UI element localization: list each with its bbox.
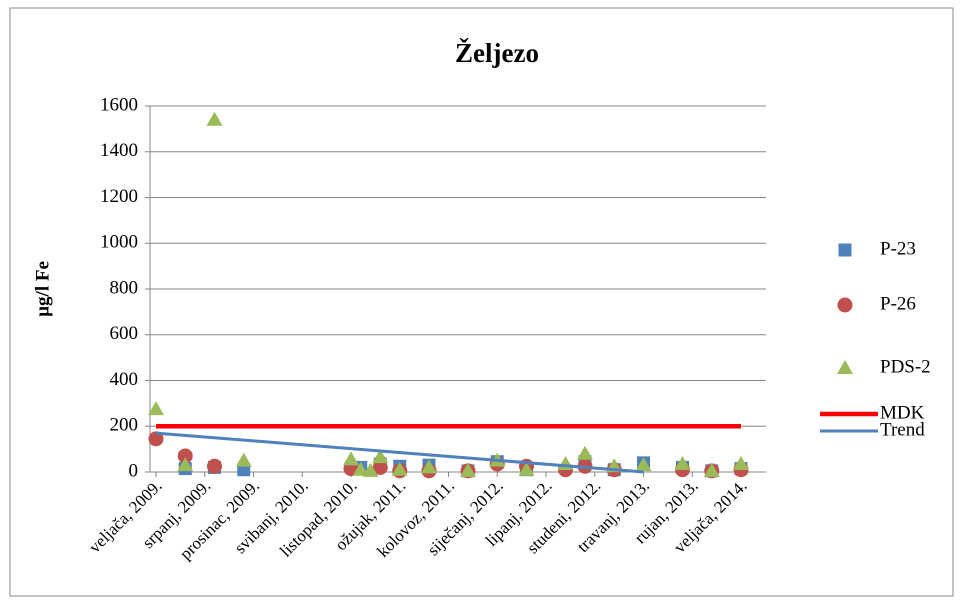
y-tick-label: 1000 — [100, 232, 138, 253]
y-tick-label: 400 — [110, 369, 139, 390]
legend-label: P-26 — [880, 293, 916, 314]
point — [343, 451, 359, 466]
legend-swatch — [837, 360, 853, 374]
legend-label: MDK — [880, 402, 925, 423]
y-tick-label: 600 — [110, 323, 139, 344]
point — [421, 459, 437, 474]
point — [177, 457, 194, 472]
y-tick-label: 1600 — [100, 94, 138, 115]
legend-label: PDS-2 — [880, 356, 931, 377]
chart-title: Željezo — [455, 38, 539, 68]
legend-label: P-23 — [880, 238, 916, 259]
point — [674, 455, 691, 470]
y-tick-label: 1400 — [100, 140, 138, 161]
point — [206, 111, 223, 126]
point — [703, 462, 720, 477]
point — [372, 459, 388, 475]
y-axis-label: µg/l Fe — [32, 261, 53, 317]
point — [577, 445, 593, 460]
point — [207, 458, 222, 474]
y-tick-label: 200 — [110, 415, 139, 436]
y-tick-label: 800 — [110, 277, 139, 298]
point — [635, 457, 652, 472]
line-series — [155, 431, 644, 474]
point — [391, 461, 408, 476]
legend-swatch — [838, 243, 852, 257]
point — [177, 448, 193, 464]
y-tick-label: 0 — [129, 460, 139, 481]
point — [372, 449, 389, 464]
point — [362, 462, 379, 477]
legend-label: Trend — [880, 419, 925, 440]
point — [148, 431, 164, 447]
point — [460, 462, 476, 477]
point — [235, 452, 252, 467]
y-tick-label: 1200 — [100, 186, 138, 207]
legend-swatch — [837, 297, 853, 313]
point — [733, 455, 749, 470]
point — [518, 461, 535, 476]
point — [352, 461, 369, 476]
point — [148, 401, 164, 416]
